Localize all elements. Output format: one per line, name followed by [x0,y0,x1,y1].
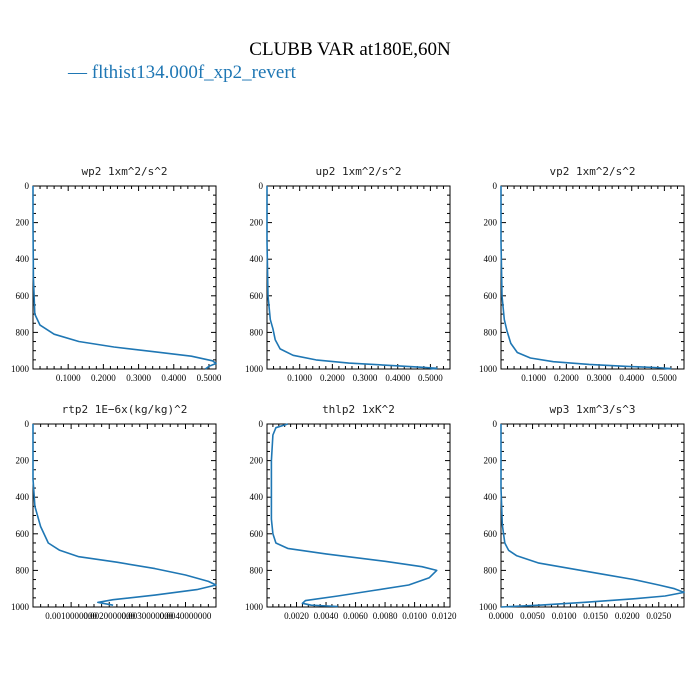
y-tick-label: 800 [16,327,30,337]
y-tick-label: 200 [250,456,264,466]
x-tick-label: 0.0020000000 [83,611,135,621]
x-tick-label: 0.0020 [284,611,309,621]
y-tick-label: 600 [250,529,264,539]
x-tick-label: 0.0000 [489,611,514,621]
series-line [270,423,438,608]
y-tick-label: 800 [484,327,498,337]
x-tick-label: 0.0040000000 [160,611,212,621]
y-tick-label: 200 [484,218,498,228]
x-tick-label: 0.1000 [521,373,546,383]
y-tick-label: 600 [16,529,30,539]
plot-frame [32,423,217,608]
x-tick-label: 0.2000 [91,373,116,383]
plot-frame [500,185,685,370]
y-tick-label: 1000 [479,602,498,612]
x-tick-label: 0.0100 [552,611,577,621]
y-tick-label: 400 [16,492,30,502]
panel-title: up2 1xm^2/s^2 [315,165,401,178]
panel-1: wp2 1xm^2/s^2 0 200 400 600 800 1000 0.1000 0.20… [11,165,222,383]
legend-entry: — flthist134.000f_xp2_revert [67,62,297,83]
y-tick-label: 200 [484,456,498,466]
y-tick-label: 400 [16,254,30,264]
x-tick-label: 0.3000 [587,373,612,383]
x-tick-label: 0.1000 [287,373,312,383]
y-tick-label: 800 [250,565,264,575]
x-tick-label: 0.0150 [583,611,608,621]
y-tick-label: 800 [250,327,264,337]
y-tick-label: 1000 [245,602,264,612]
x-tick-label: 0.4000 [619,373,644,383]
x-tick-label: 0.0250 [646,611,671,621]
y-tick-label: 800 [484,565,498,575]
y-tick-label: 200 [16,456,30,466]
x-tick-label: 0.1000 [56,373,81,383]
x-tick-label: 0.3000 [126,373,151,383]
y-tick-label: 200 [250,218,264,228]
panel-3: vp2 1xm^2/s^2 0 200 400 600 800 1000 0.1000 0.20… [479,165,685,383]
series-line [32,424,217,606]
panel-title: wp2 1xm^2/s^2 [81,165,167,178]
y-tick-label: 600 [484,529,498,539]
x-tick-label: 0.0060 [343,611,368,621]
panel-6: wp3 1xm^3/s^3 0 200 400 600 800 10000.0000 0.00… [479,403,685,621]
x-tick-label: 0.0120 [432,611,457,621]
x-tick-label: 0.5000 [197,373,222,383]
y-tick-label: 0 [25,419,30,429]
panels: wp2 1xm^2/s^2 0 200 400 600 800 1000 0.1000 0.20… [11,165,685,621]
panel-title: wp3 1xm^3/s^3 [549,403,635,416]
series-line [500,186,672,370]
x-tick-label: 0.0010000000 [45,611,97,621]
panel-title: thlp2 1xK^2 [322,403,395,416]
x-tick-label: 0.4000 [161,373,186,383]
figure-title: CLUBB VAR at180E,60N [249,39,451,60]
plot-frame [32,185,217,370]
y-tick-label: 800 [16,565,30,575]
y-tick-label: 400 [250,254,264,264]
y-tick-label: 400 [250,492,264,502]
series-line [266,186,438,370]
y-tick-label: 600 [250,291,264,301]
y-tick-label: 0 [493,419,498,429]
y-tick-label: 0 [259,419,264,429]
panel-title: rtp2 1E−6x(kg/kg)^2 [62,403,188,416]
x-tick-label: 0.5000 [418,373,443,383]
y-tick-label: 600 [484,291,498,301]
plot-frame [266,185,451,370]
x-tick-label: 0.3000 [353,373,378,383]
panel-title: vp2 1xm^2/s^2 [549,165,635,178]
y-tick-label: 200 [16,218,30,228]
x-tick-label: 0.5000 [652,373,677,383]
x-tick-label: 0.0040 [314,611,339,621]
x-tick-label: 0.0100 [402,611,427,621]
x-tick-label: 0.2000 [554,373,579,383]
y-tick-label: 400 [484,492,498,502]
plot-frame [500,423,685,608]
x-tick-label: 0.4000 [385,373,410,383]
x-tick-label: 0.0080 [373,611,398,621]
y-tick-label: 0 [259,181,264,191]
x-tick-label: 0.0050 [520,611,545,621]
y-tick-label: 1000 [245,364,264,374]
y-tick-label: 400 [484,254,498,264]
panel-4: rtp2 1E−6x(kg/kg)^2 0 200 400 600 800 1000 0.00… [11,403,217,621]
series-line [500,424,685,608]
y-tick-label: 600 [16,291,30,301]
y-tick-label: 1000 [479,364,498,374]
x-tick-label: 0.0030000000 [122,611,174,621]
series-line [32,186,217,370]
x-tick-label: 0.0200 [615,611,640,621]
y-tick-label: 1000 [11,364,30,374]
x-tick-label: 0.2000 [320,373,345,383]
panel-5: thlp2 1xK^2 0 200 400 600 800 1000 0.0020 0.0040… [245,403,457,621]
y-tick-label: 1000 [11,602,30,612]
y-tick-label: 0 [25,181,30,191]
y-tick-label: 0 [493,181,498,191]
panel-2: up2 1xm^2/s^2 0 200 400 600 800 1000 0.1000 0.20… [245,165,451,383]
